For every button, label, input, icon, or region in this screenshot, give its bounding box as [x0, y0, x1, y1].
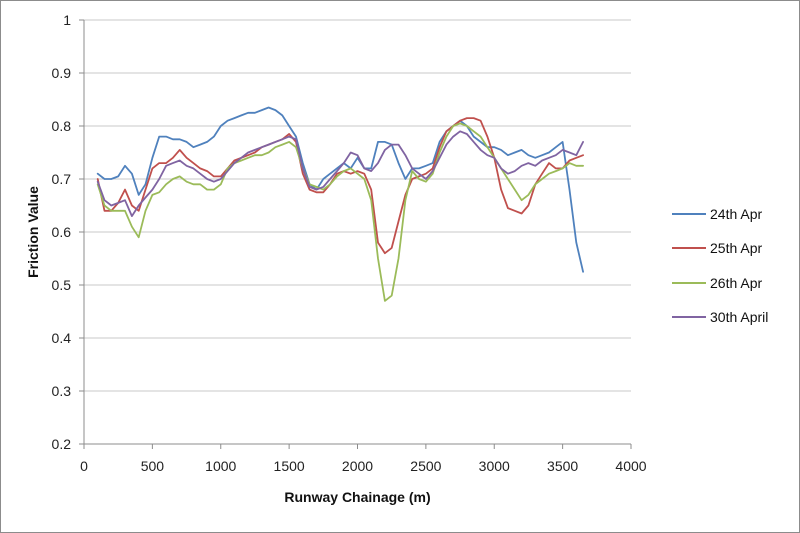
- series-line-2: [96, 117, 584, 255]
- y-tick-label: 0.7: [52, 171, 72, 187]
- y-tick-label: 0.6: [52, 224, 72, 240]
- x-tick-label: 1000: [205, 458, 236, 474]
- legend-label: 24th Apr: [710, 206, 762, 222]
- series-line-4: [96, 130, 584, 218]
- x-tick-label: 2000: [342, 458, 373, 474]
- x-tick-label: 0: [80, 458, 88, 474]
- legend-label: 26th Apr: [710, 275, 762, 291]
- y-tick-labels: 0.2 0.3 0.4 0.5 0.6 0.7 0.8 0.9 1: [52, 12, 84, 452]
- series-line-3: [96, 122, 584, 302]
- y-axis-title: Friction Value: [25, 186, 41, 278]
- gridlines: [84, 19, 631, 392]
- x-tick-label: 4000: [615, 458, 646, 474]
- y-tick-label: 0.5: [52, 277, 72, 293]
- y-tick-label: 0.2: [52, 436, 72, 452]
- y-tick-label: 1: [63, 12, 71, 28]
- y-tick-label: 0.4: [52, 330, 72, 346]
- y-tick-label: 0.9: [52, 65, 72, 81]
- legend-label: 25th Apr: [710, 240, 762, 256]
- series-lines: [96, 106, 584, 302]
- y-tick-label: 0.3: [52, 383, 72, 399]
- legend-label: 30th April: [710, 309, 768, 325]
- series-line-1: [96, 106, 584, 273]
- y-tick-label: 0.8: [52, 118, 72, 134]
- x-tick-labels: 0 500 1000 1500 2000 2500 3000 3500 4000: [80, 444, 647, 474]
- x-axis-title: Runway Chainage (m): [284, 489, 430, 505]
- x-tick-label: 1500: [274, 458, 305, 474]
- x-tick-label: 500: [141, 458, 165, 474]
- x-tick-label: 3500: [547, 458, 578, 474]
- legend: 24th Apr 25th Apr 26th Apr 30th April: [672, 206, 768, 325]
- x-tick-label: 2500: [410, 458, 441, 474]
- x-tick-label: 3000: [479, 458, 510, 474]
